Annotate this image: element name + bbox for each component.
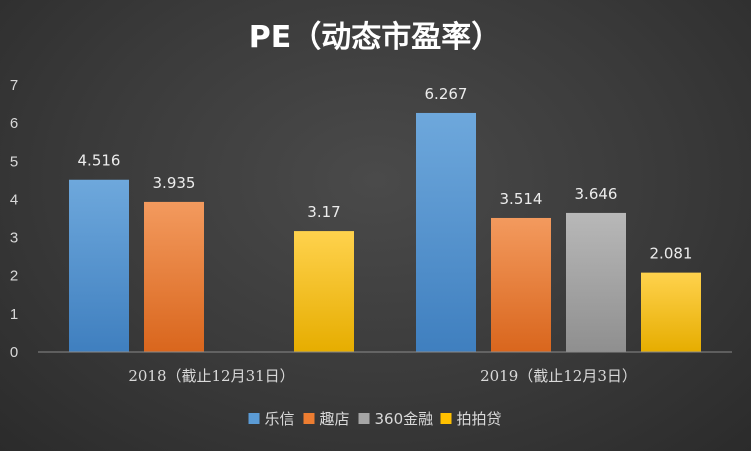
- y-tick-label: 3: [10, 230, 18, 247]
- y-tick-label: 2: [10, 268, 18, 285]
- data-label: 3.646: [575, 185, 618, 203]
- bar: [144, 201, 204, 352]
- bar: [566, 212, 626, 352]
- y-tick-label: 1: [10, 306, 18, 323]
- data-label: 3.935: [153, 174, 196, 192]
- bar: [294, 231, 354, 352]
- y-tick-label: 4: [10, 191, 18, 208]
- data-label: 4.516: [78, 152, 121, 170]
- legend-swatch: [358, 413, 370, 424]
- bar: [491, 217, 551, 352]
- data-labels: 4.516 3.935 3.17 6.267 3.514 3.646 2.081: [78, 85, 693, 263]
- bar: [416, 112, 476, 353]
- y-tick-label: 7: [10, 77, 18, 94]
- legend-swatch: [248, 413, 260, 424]
- legend-label: 360金融: [375, 410, 434, 428]
- legend-label: 拍拍贷: [457, 410, 502, 428]
- legend-swatch: [440, 413, 452, 424]
- y-tick-label: 6: [10, 115, 18, 132]
- legend-label: 趣店: [320, 410, 350, 428]
- data-label: 2.081: [650, 245, 693, 263]
- y-tick-label: 0: [10, 344, 18, 361]
- chart-title: PE（动态市盈率）: [249, 20, 501, 55]
- category-label: 2019（截止12月3日）: [480, 367, 637, 385]
- data-label: 3.17: [307, 203, 340, 221]
- y-axis-ticks: 0 1 2 3 4 5 6 7: [10, 77, 18, 361]
- legend: 乐信 趣店 360金融 拍拍贷: [248, 410, 502, 428]
- bar: [69, 179, 129, 352]
- legend-label: 乐信: [265, 410, 295, 428]
- y-tick-label: 5: [10, 153, 18, 170]
- data-label: 6.267: [425, 85, 468, 103]
- bars: [69, 112, 701, 353]
- legend-swatch: [303, 413, 315, 424]
- data-label: 3.514: [500, 190, 543, 208]
- category-label: 2018（截止12月31日）: [128, 367, 294, 385]
- bar: [641, 272, 701, 352]
- category-labels: 2018（截止12月31日） 2019（截止12月3日）: [128, 367, 637, 385]
